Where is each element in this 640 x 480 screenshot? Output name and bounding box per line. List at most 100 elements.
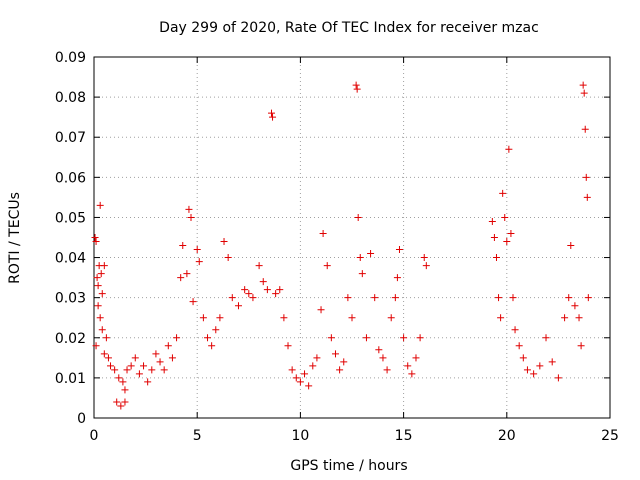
data-point: [507, 229, 515, 237]
data-point: [575, 314, 583, 322]
data-point: [356, 254, 364, 262]
data-point: [104, 354, 112, 362]
data-point: [111, 366, 119, 374]
data-point: [140, 362, 148, 370]
data-point: [309, 362, 317, 370]
data-point: [554, 374, 562, 382]
data-point: [336, 366, 344, 374]
y-axis-label: ROTI / TECUs: [7, 192, 23, 284]
data-point: [91, 234, 99, 241]
data-point: [249, 294, 257, 302]
data-point: [127, 362, 135, 370]
data-point: [301, 370, 309, 378]
data-point: [98, 326, 106, 334]
data-point: [98, 290, 106, 298]
data-point: [292, 374, 300, 382]
data-point: [395, 246, 403, 254]
data-point: [577, 342, 585, 350]
data-point: [509, 294, 517, 302]
data-point: [565, 294, 573, 302]
plot-frame: [93, 56, 611, 419]
data-point: [259, 278, 267, 286]
data-point: [305, 382, 313, 390]
data-point: [571, 302, 579, 310]
data-point: [177, 274, 185, 282]
data-point: [280, 314, 288, 322]
data-point: [362, 334, 370, 342]
data-point: [358, 270, 366, 278]
x-tick-label: 20: [498, 428, 516, 444]
data-point: [255, 262, 263, 270]
data-point: [208, 342, 216, 350]
data-point: [354, 213, 362, 221]
data-point: [331, 350, 339, 358]
data-point: [536, 362, 544, 370]
y-tick-label: 0: [77, 411, 86, 427]
tick-layer: 0 0.01 0.02 0.03 0.04 0.05 0.06 0.07 0.08 0.09 0 5 1…: [55, 50, 619, 444]
data-point: [107, 362, 115, 370]
data-point: [100, 350, 108, 358]
data-point: [387, 314, 395, 322]
y-tick-label: 0.04: [55, 251, 86, 267]
data-point: [584, 294, 592, 302]
data-point: [515, 342, 523, 350]
data-point: [152, 350, 160, 358]
data-point: [288, 366, 296, 374]
y-tick-label: 0.02: [55, 331, 86, 347]
data-point: [519, 354, 527, 362]
data-point: [317, 306, 325, 314]
data-point: [160, 366, 168, 374]
data-point: [313, 354, 321, 362]
data-point: [94, 302, 102, 310]
data-point: [121, 386, 129, 394]
data-point: [420, 254, 428, 262]
x-tick-label: 0: [90, 428, 99, 444]
data-point: [115, 374, 123, 382]
x-tick-label: 25: [601, 428, 619, 444]
data-point: [168, 354, 176, 362]
data-point: [490, 234, 498, 241]
data-point: [371, 294, 379, 302]
data-point: [327, 334, 335, 342]
data-point: [164, 342, 172, 350]
data-point: [404, 362, 412, 370]
data-point: [212, 326, 220, 334]
data-point: [234, 302, 242, 310]
data-point: [272, 290, 280, 298]
data-point: [156, 358, 164, 366]
data-point: [583, 193, 591, 201]
data-point: [353, 85, 361, 93]
data-point: [408, 370, 416, 378]
data-point: [503, 238, 511, 246]
data-point: [185, 205, 193, 213]
data-point: [542, 334, 550, 342]
data-point: [579, 81, 587, 89]
data-point: [204, 334, 212, 342]
data-point: [393, 274, 401, 282]
data-points: [91, 81, 592, 410]
data-point: [245, 290, 253, 298]
data-point: [505, 145, 513, 153]
data-point: [121, 398, 129, 406]
y-tick-label: 0.08: [55, 90, 86, 106]
data-point: [561, 314, 569, 322]
data-point: [352, 81, 360, 89]
data-point: [580, 89, 588, 97]
y-tick-label: 0.03: [55, 291, 86, 307]
data-point: [189, 298, 197, 306]
data-point: [195, 258, 203, 266]
data-point: [97, 270, 105, 278]
data-point: [224, 254, 232, 262]
data-point: [269, 113, 277, 121]
data-point: [582, 173, 590, 181]
data-point: [119, 378, 127, 386]
x-tick-label: 10: [291, 428, 309, 444]
data-point: [144, 378, 152, 386]
data-point: [94, 282, 102, 290]
data-point: [276, 286, 284, 294]
y-tick-label: 0.05: [55, 210, 86, 226]
data-point: [412, 354, 420, 362]
data-point: [100, 262, 108, 270]
data-point: [92, 238, 100, 246]
data-point: [501, 213, 509, 221]
